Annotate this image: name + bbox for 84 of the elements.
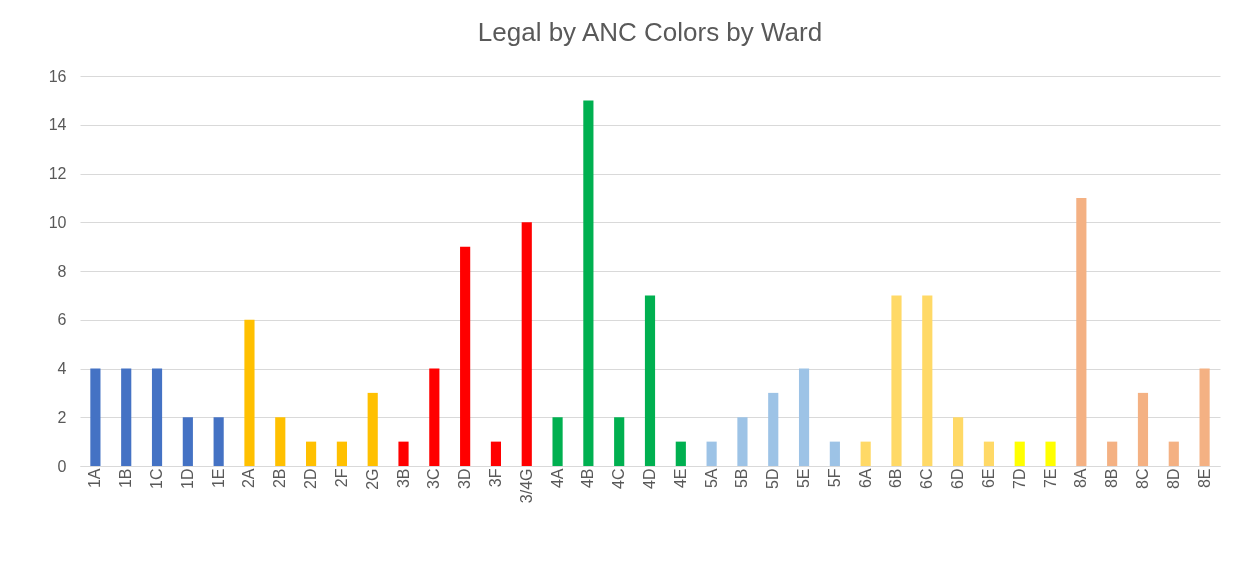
x-tick-label: 8A [1072,468,1090,489]
x-tick-label: 2F [332,468,350,488]
bar [1014,441,1025,466]
y-tick-label: 14 [48,116,67,134]
bar [1107,441,1118,466]
x-tick-label: 4A [548,468,566,489]
bar [1137,392,1149,466]
x-tick-label: 3D [456,468,474,489]
x-tick-label: 6E [979,468,997,489]
bar [521,222,532,466]
x-tick-label: 2G [363,468,381,490]
bar [336,441,347,466]
y-tick-label: 2 [57,408,67,426]
y-tick-label: 6 [57,311,67,329]
x-tick-label: 4C [610,468,628,489]
bar [398,441,409,466]
x-tick-label: 8E [1195,468,1213,489]
bar [891,295,902,466]
x-tick-label: 3B [394,468,412,489]
y-tick-label: 8 [57,262,67,280]
x-tick-label: 1A [86,468,104,489]
x-tick-label: 5F [825,468,843,488]
bar [644,295,656,466]
x-tick-label: 8C [1133,468,1151,489]
x-tick-label: 1B [117,468,135,489]
bar [829,441,840,466]
bar [1199,368,1210,466]
bar [614,417,625,466]
bar [367,392,378,466]
bar [552,417,563,466]
bar [1168,441,1179,466]
x-tick-label: 7D [1010,468,1028,489]
bar [1045,441,1056,466]
x-tick-label: 1C [148,468,166,489]
bar [953,417,964,466]
x-tick-label: 6D [949,468,967,489]
bar [798,368,810,466]
x-tick-label: 1D [178,468,196,489]
chart-title: Legal by ANC Colors by Ward [477,17,823,47]
x-tick-label: 4E [671,468,689,489]
bar [490,441,502,466]
x-tick-label: 8D [1164,468,1182,489]
x-tick-label: 3F [486,468,504,488]
x-tick-label: 5B [733,468,751,489]
bar [460,246,471,466]
y-tick-label: 16 [48,67,67,85]
x-tick-label: 5D [764,468,782,489]
x-tick-label: 1E [209,468,227,489]
x-tick-label: 5E [795,468,813,489]
bar [213,417,224,466]
bar [675,441,686,466]
y-tick-label: 0 [57,457,67,475]
bar [306,441,317,466]
x-tick-label: 2A [240,468,258,489]
bar [737,417,748,466]
bar [151,368,163,466]
x-tick-label: 4D [641,468,658,489]
x-tick-label: 6B [887,468,905,489]
x-tick-label: 2B [271,468,289,489]
bar [583,100,594,466]
bar [706,441,717,466]
bar [90,368,101,466]
x-tick-label: 4B [579,468,597,489]
bar [860,441,871,466]
x-tick-label: 6A [856,468,874,489]
y-tick-label: 12 [48,165,67,182]
x-tick-label: 2D [302,468,320,489]
bar [244,319,255,466]
bar [1076,197,1087,466]
bar [121,368,132,466]
x-tick-label: 3/4G [517,468,535,504]
x-tick-label: 8B [1103,468,1121,489]
x-tick-label: 7E [1041,468,1059,489]
y-tick-label: 4 [57,360,67,377]
bar [922,295,933,466]
bar [768,392,779,466]
x-tick-label: 3C [425,468,443,489]
bar [182,417,193,466]
y-tick-label: 10 [48,213,67,231]
x-tick-label: 5A [702,468,720,489]
bar [983,441,994,466]
x-tick-label: 6C [918,468,936,489]
bar [275,417,286,466]
bar [429,368,440,466]
